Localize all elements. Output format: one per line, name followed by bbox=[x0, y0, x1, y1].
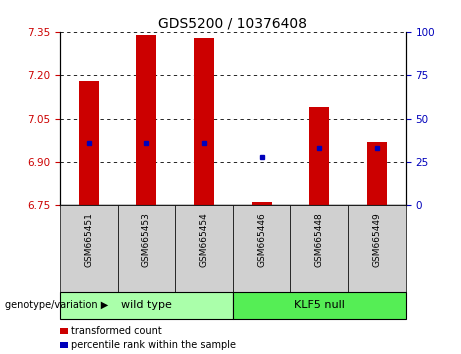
Text: GSM665451: GSM665451 bbox=[84, 212, 93, 267]
Bar bbox=[309, 107, 329, 205]
Text: wild type: wild type bbox=[121, 300, 172, 310]
Text: genotype/variation ▶: genotype/variation ▶ bbox=[5, 300, 108, 310]
Text: GSM665448: GSM665448 bbox=[315, 212, 324, 267]
Text: KLF5 null: KLF5 null bbox=[294, 300, 345, 310]
Bar bbox=[136, 35, 156, 205]
Bar bbox=[252, 202, 272, 205]
Bar bbox=[194, 38, 214, 205]
Title: GDS5200 / 10376408: GDS5200 / 10376408 bbox=[158, 17, 307, 31]
Bar bbox=[367, 142, 387, 205]
Text: percentile rank within the sample: percentile rank within the sample bbox=[71, 340, 236, 350]
Bar bbox=[79, 81, 99, 205]
Text: GSM665453: GSM665453 bbox=[142, 212, 151, 267]
Text: transformed count: transformed count bbox=[71, 326, 161, 336]
Text: GSM665446: GSM665446 bbox=[257, 212, 266, 267]
Text: GSM665449: GSM665449 bbox=[372, 212, 381, 267]
Text: GSM665454: GSM665454 bbox=[200, 212, 208, 267]
